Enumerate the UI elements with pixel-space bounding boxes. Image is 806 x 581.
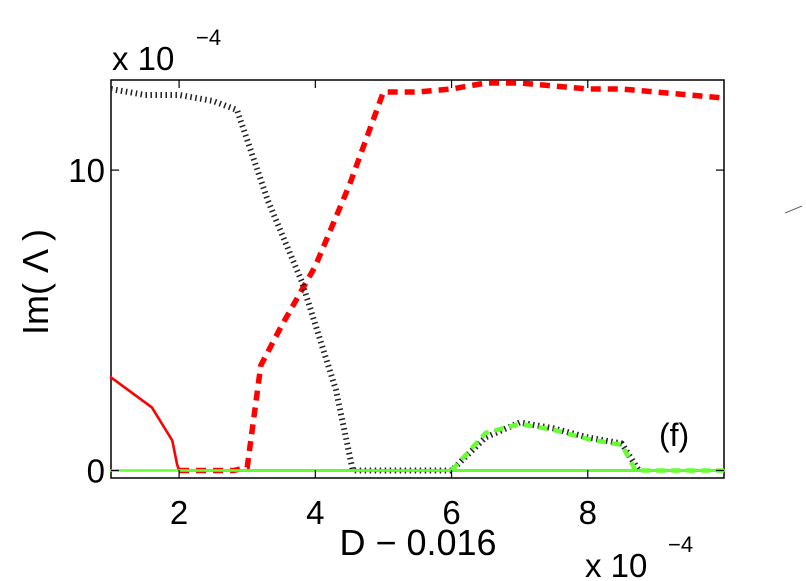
series-line-5: [449, 421, 724, 473]
stray-mark: [784, 205, 803, 214]
x-scale-exponent: −4: [668, 532, 693, 557]
x-tick-label: 8: [579, 494, 597, 531]
y-tick-label: 10: [68, 152, 105, 189]
y-scale-exponent: −4: [196, 25, 221, 50]
y-axis-label: Im( Λ ): [15, 229, 56, 335]
y-scale-multiplier: x 10: [112, 40, 174, 77]
y-tick-label: 0: [87, 452, 105, 489]
tick-layer: 2 4 6 8 0 10: [68, 80, 724, 531]
panel-label: (f): [659, 417, 689, 453]
x-tick-label: 4: [306, 494, 324, 531]
x-scale-multiplier: x 10: [585, 547, 647, 581]
plot-frame: [110, 79, 725, 479]
x-tick-label: 2: [170, 494, 188, 531]
x-tick-label: 6: [442, 494, 460, 531]
x-axis-label: D − 0.016: [339, 522, 496, 563]
